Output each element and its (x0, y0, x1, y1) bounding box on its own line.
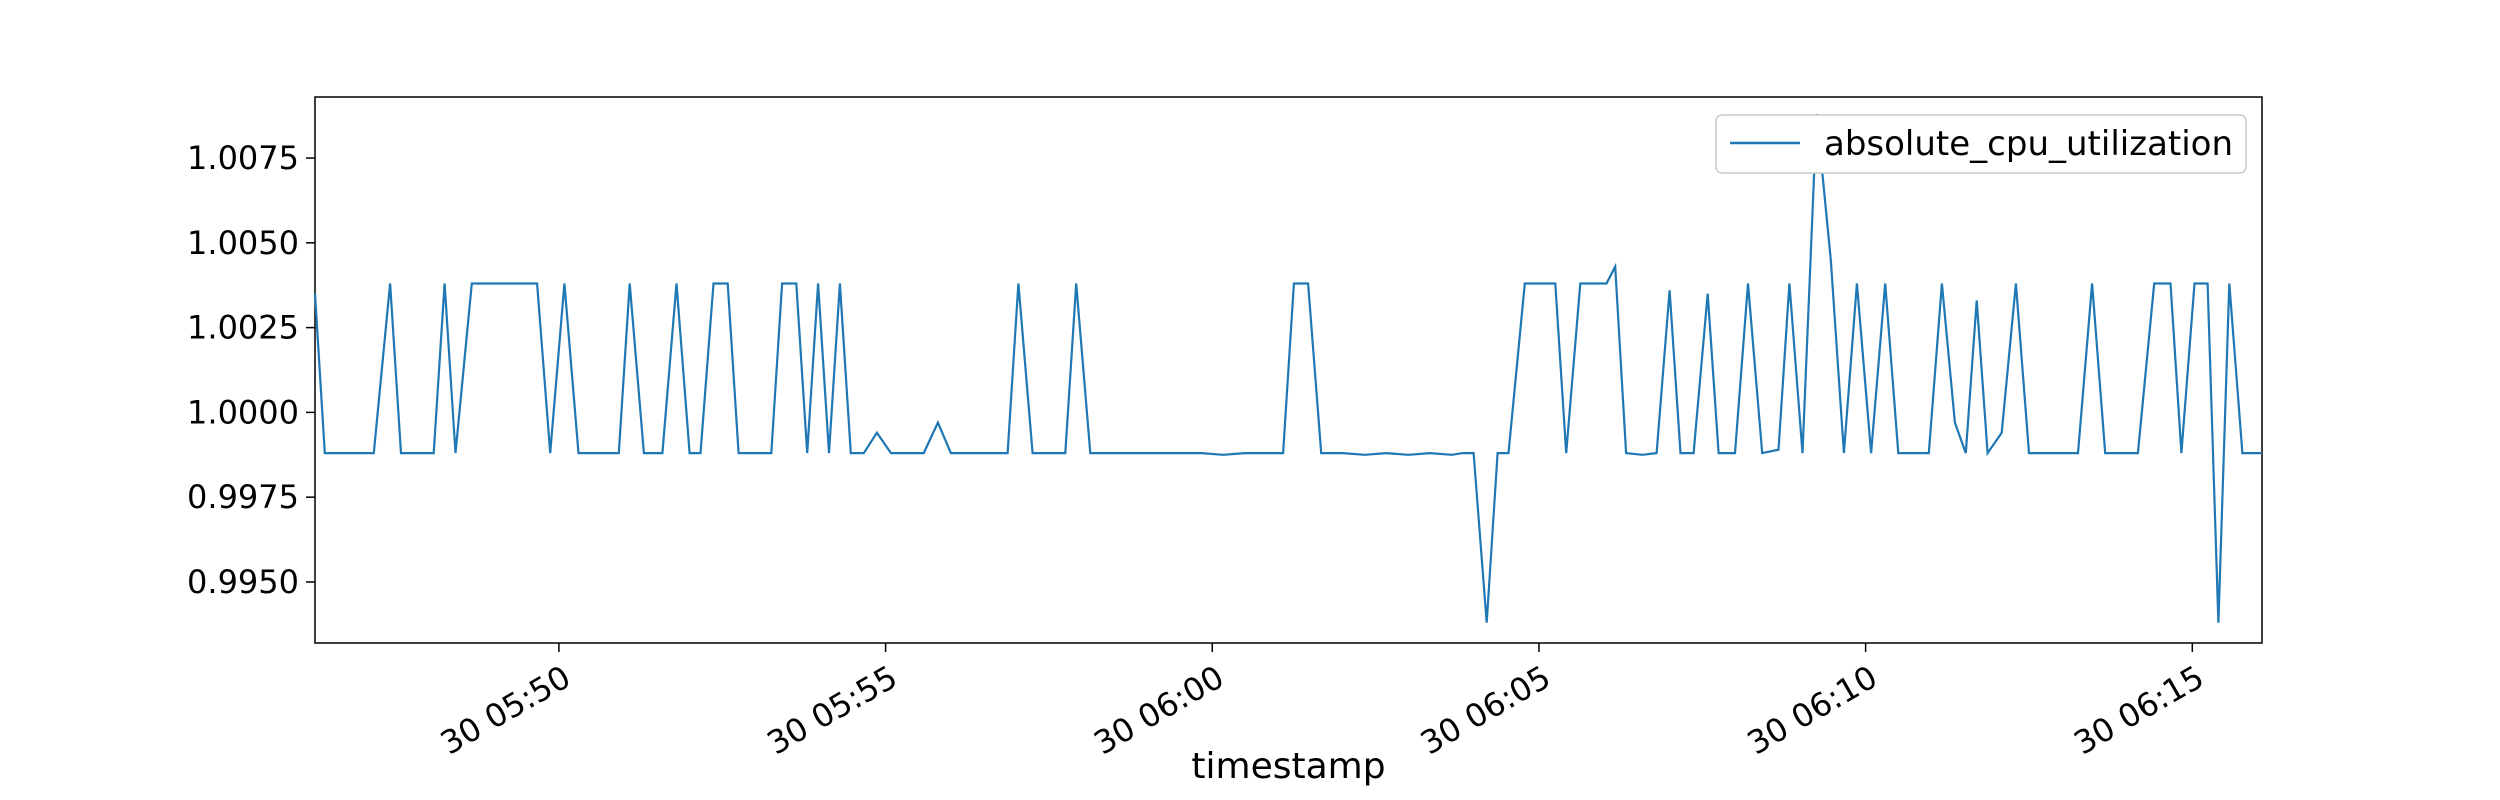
y-tick-label: 1.0000 (187, 393, 299, 431)
x-tick-label: 30 05:50 (434, 658, 577, 762)
x-axis-label: timestamp (1191, 746, 1385, 787)
series-line-0 (313, 113, 2262, 623)
y-axis: 0.9950 0.9975 1.0000 1.0025 1.0050 1.0075 (187, 139, 315, 601)
y-tick-label: 0.9975 (187, 478, 299, 516)
x-tick-label: 30 06:05 (1414, 658, 1557, 762)
x-tick-label: 30 06:10 (1741, 658, 1884, 762)
legend-box (1715, 114, 2247, 174)
x-axis: 30 05:50 30 05:55 30 06:00 30 06:05 30 06:10… (434, 643, 2210, 762)
y-tick-label: 1.0075 (187, 139, 299, 177)
legend-label: absolute_cpu_utilization (1824, 124, 2233, 164)
plot-frame (314, 96, 2263, 644)
series-layer (313, 113, 2262, 623)
x-tick-label: 30 06:15 (2067, 658, 2210, 762)
y-tick-label: 1.0050 (187, 224, 299, 262)
x-tick-label: 30 05:55 (761, 658, 904, 762)
y-tick-label: 1.0025 (187, 309, 299, 347)
legend: absolute_cpu_utilization (1715, 114, 2247, 174)
y-tick-label: 0.9950 (187, 563, 299, 601)
plot-area (313, 96, 2263, 644)
